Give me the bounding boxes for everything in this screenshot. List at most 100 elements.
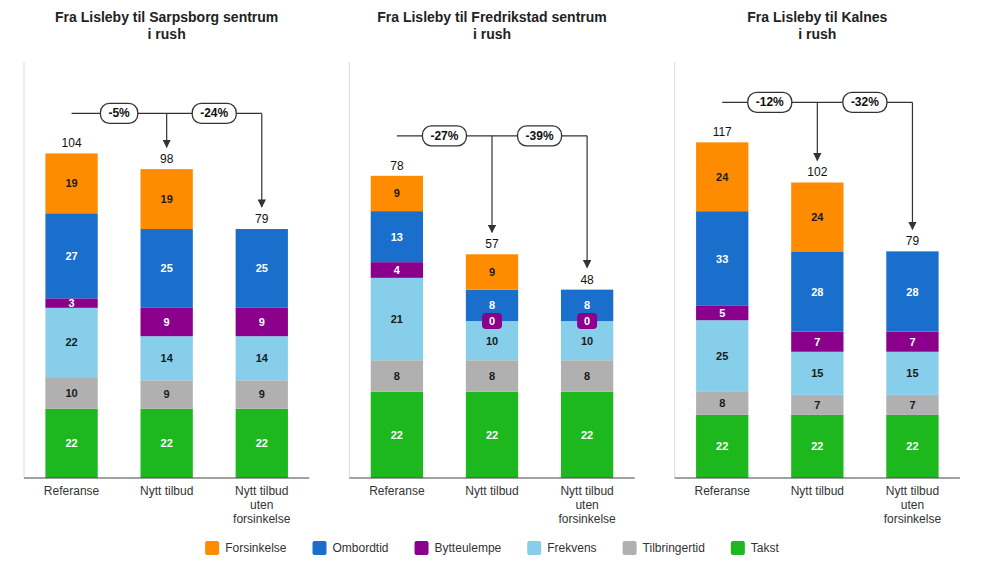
data-label: 22 bbox=[391, 429, 403, 441]
data-label: 7 bbox=[909, 399, 915, 411]
bar-segment bbox=[561, 360, 613, 391]
data-label: 14 bbox=[256, 352, 269, 364]
data-label: 3 bbox=[68, 297, 74, 309]
legend-swatch bbox=[313, 541, 327, 555]
annotation-arrow bbox=[587, 136, 588, 268]
data-label: 27 bbox=[65, 250, 77, 262]
data-label: 9 bbox=[259, 316, 265, 328]
bar-segment bbox=[236, 336, 288, 380]
legend-label: Forsinkelse bbox=[225, 541, 287, 555]
panel: Fra Lisleby til Fredrikstad sentrumi rus… bbox=[349, 9, 634, 526]
bar-segment bbox=[141, 169, 193, 229]
data-label: 22 bbox=[581, 429, 593, 441]
bar-segment bbox=[371, 262, 423, 278]
bar-segment bbox=[466, 254, 518, 289]
data-label: 7 bbox=[814, 399, 820, 411]
data-label: 9 bbox=[164, 388, 170, 400]
data-label: 24 bbox=[811, 211, 824, 223]
x-tick-label: Referanse bbox=[44, 484, 100, 498]
bar-segment bbox=[45, 377, 97, 409]
bars bbox=[696, 142, 939, 478]
bar-segment bbox=[371, 211, 423, 262]
bar-segment bbox=[371, 360, 423, 391]
data-label: 7 bbox=[909, 336, 915, 348]
total-label: 98 bbox=[160, 152, 174, 166]
legend-swatch bbox=[205, 541, 219, 555]
legend-swatch bbox=[415, 541, 429, 555]
bar-segment bbox=[696, 211, 748, 306]
annotation-arrow bbox=[817, 102, 818, 160]
data-label: 9 bbox=[394, 187, 400, 199]
x-tick-label: Nytt tilbud bbox=[465, 484, 518, 498]
legend-label: Frekvens bbox=[547, 541, 596, 555]
annotation-bubble: -32% bbox=[843, 92, 887, 112]
total-label: 104 bbox=[62, 136, 82, 150]
bar-segment bbox=[466, 360, 518, 391]
data-label: 8 bbox=[394, 370, 400, 382]
data-label: 22 bbox=[716, 440, 728, 452]
data-label: 25 bbox=[716, 350, 728, 362]
total-label: 78 bbox=[390, 159, 404, 173]
bar-segment bbox=[886, 332, 938, 352]
chart-title: Fra Lisleby til Kalnesi rush bbox=[747, 9, 887, 42]
data-label: 0 bbox=[489, 315, 495, 327]
bar-segment bbox=[696, 306, 748, 320]
bar-segment bbox=[236, 380, 288, 408]
data-label: 7 bbox=[814, 336, 820, 348]
data-labels: 22102232719229149251922914925 bbox=[65, 177, 268, 449]
total-label: 57 bbox=[485, 237, 499, 251]
annotation-bubble-bg bbox=[422, 126, 466, 146]
legend-label: Takst bbox=[751, 541, 780, 555]
change-annotations: -5%-24% bbox=[72, 103, 262, 207]
data-label: 15 bbox=[906, 367, 918, 379]
data-label: 22 bbox=[65, 437, 77, 449]
legend-item: Forsinkelse bbox=[205, 541, 287, 555]
data-label: 8 bbox=[584, 299, 590, 311]
change-annotations: -12%-32% bbox=[722, 92, 912, 229]
data-label: 24 bbox=[716, 171, 729, 183]
chart-title: Fra Lisleby til Fredrikstad sentrumi rus… bbox=[377, 9, 607, 42]
y-axis-line bbox=[349, 62, 350, 478]
data-label: 21 bbox=[391, 313, 403, 325]
data-label: 19 bbox=[161, 193, 173, 205]
bar-segment bbox=[886, 395, 938, 415]
y-axis-line bbox=[24, 62, 25, 478]
bar-segment bbox=[696, 392, 748, 415]
bar-segment bbox=[886, 251, 938, 331]
bar-segment bbox=[141, 229, 193, 308]
data-label: 28 bbox=[811, 286, 823, 298]
data-label: 22 bbox=[256, 437, 268, 449]
annotation-text: -27% bbox=[430, 129, 458, 143]
annotation-arrow bbox=[912, 102, 913, 229]
bar-segment bbox=[886, 415, 938, 478]
bar-segment bbox=[236, 308, 288, 336]
bar-segment bbox=[45, 308, 97, 377]
data-label: 8 bbox=[489, 370, 495, 382]
x-tick-label: Nytt tilbud bbox=[791, 484, 844, 498]
total-label: 102 bbox=[807, 165, 827, 179]
bar-segment bbox=[886, 352, 938, 395]
bar-segment bbox=[561, 392, 613, 478]
data-label: 9 bbox=[259, 388, 265, 400]
data-label: 25 bbox=[256, 262, 268, 274]
zero-badge: 0 bbox=[577, 313, 597, 329]
legend-label: Tilbringertid bbox=[643, 541, 705, 555]
bar-segment bbox=[466, 392, 518, 478]
x-tick-label: Nytt tilbudutenforsinkelse bbox=[558, 484, 616, 526]
x-axis-line bbox=[675, 477, 960, 478]
annotation-bubble: -27% bbox=[422, 126, 466, 146]
data-label: 9 bbox=[164, 316, 170, 328]
bar-segment bbox=[791, 395, 843, 415]
bar-segment bbox=[371, 392, 423, 478]
data-label: 8 bbox=[489, 299, 495, 311]
annotation-text: -39% bbox=[526, 129, 554, 143]
data-label: 15 bbox=[811, 367, 823, 379]
zero-badge-bg bbox=[482, 313, 502, 329]
annotation-bubble: -5% bbox=[100, 103, 137, 123]
annotation-text: -32% bbox=[851, 95, 879, 109]
x-tick-label: Nytt tilbudutenforsinkelse bbox=[233, 484, 291, 526]
data-label: 9 bbox=[489, 266, 495, 278]
data-label: 5 bbox=[719, 307, 725, 319]
annotation-bubble-bg bbox=[100, 103, 137, 123]
legend: ForsinkelseOmbordtidBytteulempeFrekvensT… bbox=[205, 541, 779, 555]
